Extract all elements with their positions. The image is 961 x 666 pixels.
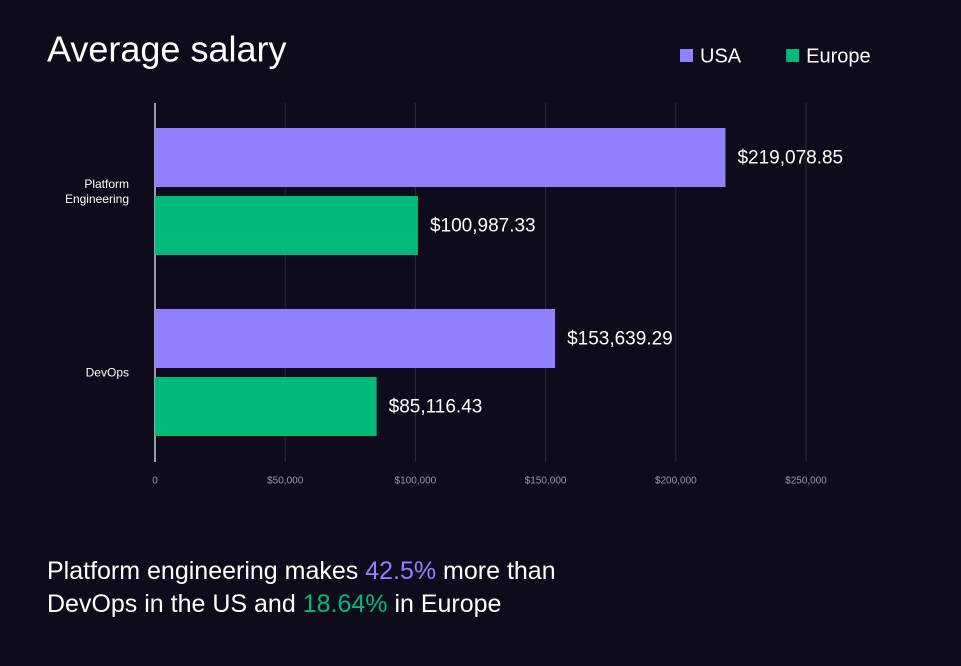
x-tick-label: $200,000 <box>655 476 697 487</box>
legend-swatch <box>680 49 693 62</box>
highlight: 42.5% <box>365 557 437 585</box>
data-label: $85,116.43 <box>389 397 483 418</box>
chart-title: Average salary <box>47 29 286 70</box>
highlight: 18.64% <box>302 590 388 618</box>
footnote: Platform engineering makes 42.5% more th… <box>47 555 647 621</box>
data-label: $100,987.33 <box>430 216 536 237</box>
bar <box>155 377 377 436</box>
footnote-text: in Europe <box>387 590 502 618</box>
x-tick-label: 0 <box>152 476 158 487</box>
bar <box>155 309 556 368</box>
x-tick-label: $50,000 <box>267 476 304 487</box>
y-tick-label: Platform Engineering <box>64 176 129 206</box>
data-label: $153,639.29 <box>567 329 673 350</box>
x-tick-label: $100,000 <box>395 476 437 487</box>
y-tick-label: DevOps <box>85 365 129 379</box>
legend-label: USA <box>700 45 742 67</box>
legend-swatch <box>786 49 800 62</box>
footnote-text: Platform engineering makes <box>47 557 366 585</box>
data-label: $219,078.85 <box>737 148 843 169</box>
bar <box>155 196 418 255</box>
footnote-text: more than DevOps in the US and <box>47 557 563 618</box>
x-tick-label: $150,000 <box>525 476 567 487</box>
x-tick-label: $250,000 <box>785 476 827 487</box>
legend-label: Europe <box>806 45 871 67</box>
bar <box>155 128 726 187</box>
